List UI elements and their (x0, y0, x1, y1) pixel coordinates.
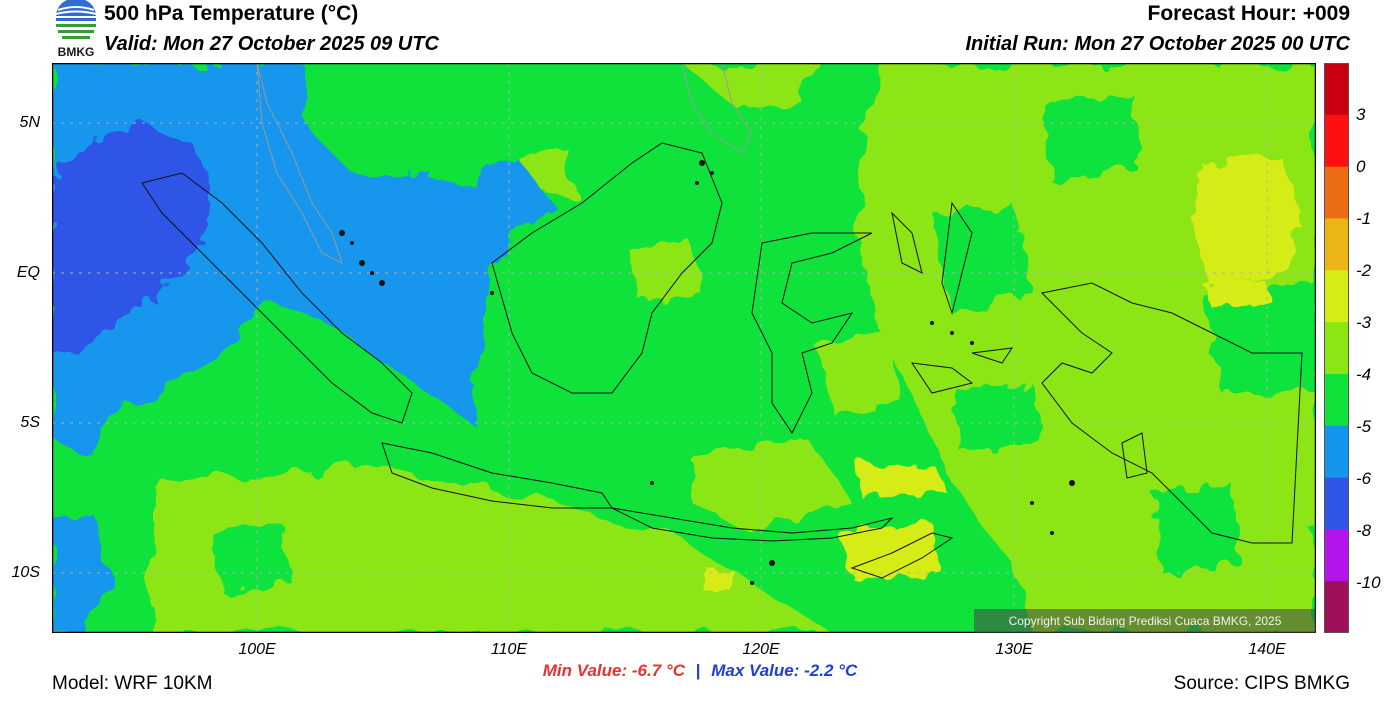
colorbar-segment (1324, 322, 1349, 375)
forecast-hour: Forecast Hour: +009 (1147, 2, 1351, 25)
colorbar-label: -8 (1356, 521, 1372, 540)
model-name: Model: WRF 10KM (52, 673, 213, 694)
colorbar-segment (1324, 581, 1349, 633)
colorbar-label: 3 (1356, 105, 1366, 124)
colorbar-segment (1324, 529, 1349, 582)
coastlines (141, 63, 1303, 579)
colorbar-label: -2 (1356, 261, 1372, 280)
colorbar-segment (1324, 270, 1349, 323)
lon-label-100e: 100E (238, 641, 276, 658)
colorbar-segment (1324, 114, 1349, 168)
min-value: Min Value: -6.7 °C (542, 661, 685, 680)
map-grid (52, 63, 1316, 633)
temp-zone-minus4-east (212, 93, 1316, 593)
lon-label-140e: 140E (1248, 641, 1286, 658)
small-islands (339, 160, 1075, 585)
temp-zone-minus2 (707, 158, 1302, 593)
colorbar-segment (1324, 218, 1349, 271)
map-title: 500 hPa Temperature (°C) (104, 2, 359, 25)
temp-zone-minus6 (52, 123, 212, 353)
bmkg-logo: BMKG (52, 0, 100, 59)
bmkg-logo-icon: BMKG (55, 0, 97, 59)
colorbar-label: -4 (1356, 365, 1372, 384)
colorbar-segment (1324, 63, 1349, 116)
svg-text:BMKG: BMKG (58, 45, 95, 58)
colorbar-label: -3 (1356, 313, 1372, 332)
colorbar-label: -6 (1356, 469, 1372, 488)
copyright-notice: Copyright Sub Bidang Prediksi Cuaca BMKG… (974, 609, 1316, 633)
lon-label-120e: 120E (742, 641, 780, 658)
colorbar-label: -1 (1356, 209, 1372, 228)
colorbar (1324, 63, 1349, 633)
colorbar-segment (1324, 477, 1349, 530)
initial-run: Initial Run: Mon 27 October 2025 00 UTC (965, 33, 1350, 55)
min-max-values: Min Value: -6.7 °C | Max Value: -2.2 °C (0, 661, 1400, 681)
colorbar-label: -10 (1356, 573, 1381, 592)
colorbar-label: -5 (1356, 417, 1372, 436)
lat-label-5n: 5N (19, 114, 40, 131)
lat-label-10s: 10S (11, 564, 40, 581)
max-value: Max Value: -2.2 °C (711, 661, 858, 680)
lat-label-eq: EQ (16, 264, 40, 281)
separator: | (695, 661, 701, 680)
colorbar-label: 0 (1356, 157, 1366, 176)
lat-label-5s: 5S (20, 414, 40, 431)
colorbar-segment (1324, 425, 1349, 479)
lon-label-130e: 130E (995, 641, 1033, 658)
temperature-map (52, 63, 1316, 633)
colorbar-segment (1324, 373, 1349, 427)
colorbar-segment (1324, 166, 1349, 219)
lon-label-110e: 110E (490, 641, 528, 658)
map-frame (52, 63, 1316, 633)
valid-time: Valid: Mon 27 October 2025 09 UTC (104, 33, 439, 55)
source-name: Source: CIPS BMKG (1173, 673, 1350, 694)
